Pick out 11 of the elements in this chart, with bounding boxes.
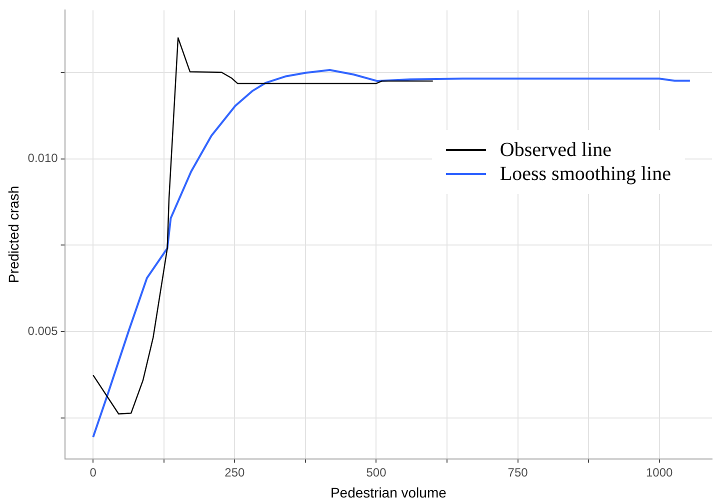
y-tick-label: 0.010	[28, 151, 58, 166]
legend-label: Observed line	[500, 138, 612, 162]
x-axis-title: Pedestrian volume	[330, 484, 447, 500]
x-tick-label: 0	[90, 465, 97, 480]
x-tick-label: 1000	[646, 465, 674, 480]
x-tick-label: 250	[224, 465, 246, 480]
x-tick-label: 750	[508, 465, 528, 480]
x-tick-label: 500	[366, 465, 387, 480]
legend-label: Loess smoothing line	[500, 162, 671, 186]
y-tick-label: 0.005	[28, 324, 58, 338]
y-axis-title: Predicted crash	[5, 186, 22, 284]
